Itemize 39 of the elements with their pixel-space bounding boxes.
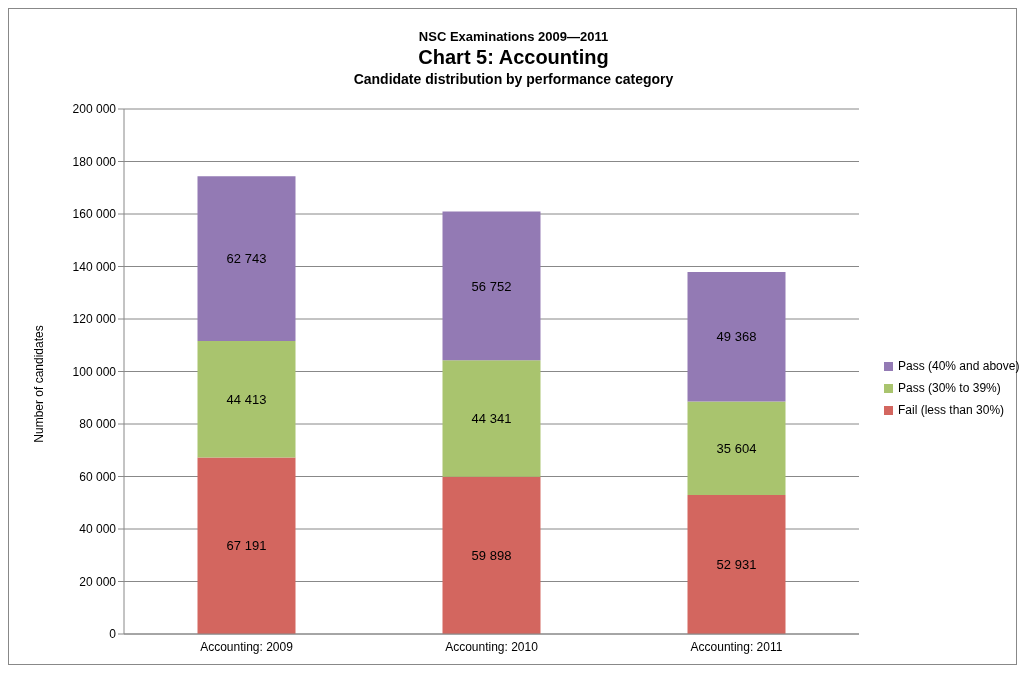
- y-tick-label: 180 000: [72, 154, 117, 169]
- y-tick-label: 80 000: [79, 417, 117, 432]
- y-tick-label: 140 000: [72, 259, 117, 274]
- legend-label: Pass (40% and above): [897, 359, 1020, 373]
- y-tick-label: 120 000: [72, 312, 117, 327]
- data-label: 67 191: [226, 538, 267, 554]
- text: NSC Examinations 2009—2011: [417, 29, 610, 44]
- y-tick-label: 200 000: [72, 102, 117, 117]
- chart-subtitle: Candidate distribution by performance category: [352, 71, 675, 87]
- bar: [442, 211, 541, 361]
- y-tick-label: 20 000: [79, 574, 117, 589]
- data-label: 49 368: [716, 329, 757, 345]
- bar: [687, 272, 786, 402]
- data-label: 44 341: [471, 411, 512, 427]
- bar: [197, 176, 296, 342]
- data-label: 59 898: [471, 548, 512, 563]
- data-label: 56 752: [471, 278, 512, 294]
- x-tick-label: Accounting: 2011: [690, 639, 783, 654]
- x-tick-label: Accounting: 2009: [200, 639, 294, 654]
- x-tick-label: Accounting: 2010: [445, 639, 539, 654]
- legend-label: Pass (30% to 39%): [897, 381, 1002, 395]
- y-tick-label: 60 000: [79, 469, 117, 484]
- legend-label: Fail (less than 30%): [897, 403, 1006, 417]
- bar: [197, 457, 296, 634]
- y-tick-label: 160 000: [72, 207, 117, 222]
- y-tick-label: 0: [109, 627, 117, 642]
- bar: [687, 401, 786, 496]
- bar: [197, 341, 296, 458]
- data-label: 35 604: [716, 440, 757, 456]
- bar: [442, 476, 541, 634]
- bar: [687, 495, 786, 634]
- data-label: 44 413: [226, 391, 267, 407]
- y-axis-title: Number of candidates: [32, 325, 46, 443]
- y-tick-label: 100 000: [72, 364, 117, 379]
- chart-title: Chart 5: Accounting: [417, 46, 610, 69]
- data-label: 62 743: [226, 251, 267, 267]
- bar: [442, 360, 541, 477]
- data-label: 52 931: [716, 557, 757, 573]
- y-tick-label: 40 000: [79, 522, 117, 537]
